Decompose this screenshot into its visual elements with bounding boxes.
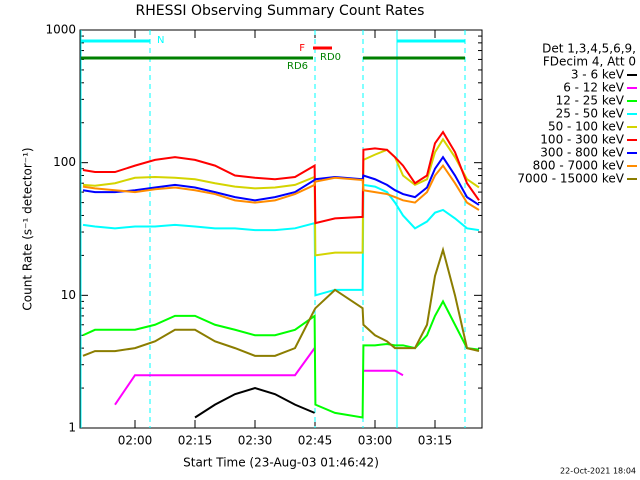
x-tick-label: 02:15 [178,434,213,448]
plot-frame [79,29,483,429]
legend-header: FDecim 4, Att 0 [543,55,636,69]
series-line [82,137,480,257]
series-line [114,347,316,406]
legend-label: 50 - 100 keV [548,120,625,134]
chart-title: RHESSI Observing Summary Count Rates [136,3,425,19]
x-tick-label: 02:00 [118,434,153,448]
flag-label: F [299,43,305,54]
legend-header: Det 1,3,4,5,6,9, [542,42,636,56]
legend-label: 7000 - 15000 keV [517,172,624,186]
legend-label: 800 - 7000 keV [533,159,625,173]
series-line [82,183,480,297]
x-tick-label: 03:15 [418,434,453,448]
y-tick-label: 10 [61,288,76,302]
series-line [82,155,480,206]
y-tick-label: 100 [53,155,76,169]
legend-label: 12 - 25 keV [556,94,625,108]
legend-label: 25 - 50 keV [556,107,625,121]
flag-label: N [157,35,164,46]
series-line [82,299,480,419]
flag-label: RD6 [287,61,308,72]
series-line [194,387,315,419]
series-line [82,163,480,211]
legend-label: 6 - 12 keV [563,81,625,95]
series-line [363,369,404,377]
x-tick-label: 02:45 [298,434,333,448]
series-line [82,246,480,357]
legend-label: 100 - 300 keV [540,133,624,147]
y-tick-label: 1000 [45,23,76,37]
y-axis-label: Count Rate (s⁻¹ detector⁻¹) [21,147,35,310]
legend-label: 3 - 6 keV [571,68,625,82]
x-tick-label: 03:00 [358,434,393,448]
legend-label: 300 - 800 keV [540,146,624,160]
series-line [82,130,480,225]
y-tick-label: 1 [68,421,76,435]
footer-date: 22-Oct-2021 18:04 [560,467,636,476]
x-tick-label: 02:30 [238,434,273,448]
flag-label: RD0 [320,52,341,63]
x-axis-label: Start Time (23-Aug-03 01:46:42) [183,456,379,470]
